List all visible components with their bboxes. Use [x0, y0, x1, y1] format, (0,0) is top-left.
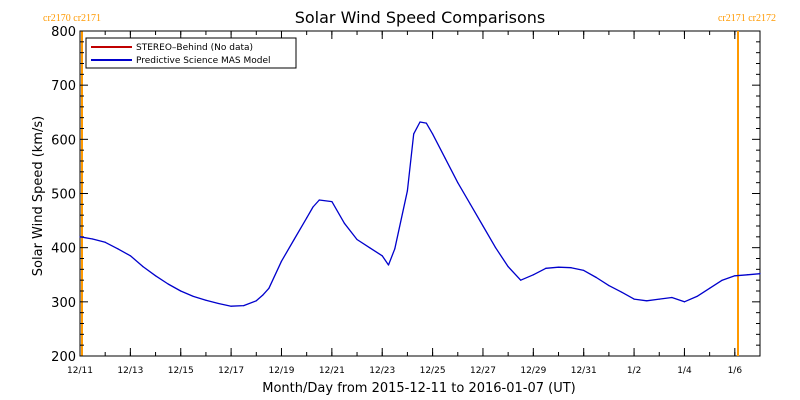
x-tick-label: 12/19: [269, 366, 295, 376]
data-point: [419, 121, 421, 123]
x-tick-label: 12/17: [218, 366, 244, 376]
data-point: [387, 264, 390, 266]
data-point: [129, 255, 131, 257]
data-point: [633, 298, 635, 300]
data-point: [91, 238, 94, 240]
data-point: [457, 182, 459, 184]
data-point: [444, 157, 446, 159]
x-tick-label: 12/23: [369, 366, 395, 376]
x-tick-label: 12/13: [117, 366, 143, 376]
data-point: [306, 217, 308, 219]
data-point: [658, 298, 660, 300]
data-point: [255, 300, 257, 302]
data-point: [79, 236, 81, 238]
data-point: [507, 266, 509, 268]
data-point: [356, 238, 358, 241]
legend: STEREO–Behind (No data) Predictive Scien…: [85, 37, 297, 69]
x-tick-label: 12/21: [319, 366, 345, 376]
data-point: [721, 279, 723, 281]
data-point: [217, 302, 220, 305]
data-point: [280, 260, 283, 262]
x-tick-label: 12/25: [420, 366, 446, 376]
corner-label-left: cr2170 cr2171: [43, 13, 101, 24]
x-tick-label: 12/27: [470, 366, 496, 376]
data-point: [583, 269, 585, 272]
data-point: [167, 283, 169, 285]
data-point: [431, 133, 434, 135]
data-point: [293, 238, 295, 241]
data-point: [520, 279, 522, 281]
data-point: [494, 247, 497, 249]
data-point: [104, 241, 106, 243]
y-tick-label: 300: [51, 296, 76, 311]
data-point: [557, 266, 560, 268]
chart-title: Solar Wind Speed Comparisons: [295, 8, 546, 27]
x-tick-label: 1/6: [728, 366, 743, 376]
y-tick-label: 600: [51, 133, 76, 148]
data-point: [406, 190, 409, 192]
data-point: [709, 287, 711, 289]
data-point: [425, 122, 427, 124]
data-point: [646, 300, 648, 302]
data-point: [469, 203, 471, 205]
y-tick-label: 800: [51, 25, 76, 40]
data-point: [261, 294, 264, 296]
legend-label-model: Predictive Science MAS Model: [136, 56, 271, 66]
data-point: [318, 199, 320, 201]
y-axis-label: Solar Wind Speed (km/s): [31, 116, 46, 276]
data-point: [545, 267, 547, 269]
data-point: [117, 248, 119, 250]
data-point: [734, 275, 736, 277]
data-point: [482, 225, 484, 227]
x-tick-label: 1/4: [677, 366, 692, 376]
data-point: [570, 267, 572, 269]
data-point: [180, 290, 182, 292]
data-point: [331, 201, 333, 203]
series-group: [79, 121, 761, 307]
marker-group: [81, 31, 739, 356]
data-point: [746, 274, 749, 276]
data-point: [532, 274, 534, 276]
data-point: [205, 299, 207, 301]
y-tick-label: 500: [51, 188, 76, 203]
plot-frame: [79, 30, 761, 357]
data-point: [759, 273, 761, 275]
data-point: [243, 305, 245, 307]
data-point: [268, 287, 270, 289]
y-axis: 200 300 400 500 600 700 800: [51, 25, 760, 365]
data-point: [142, 266, 144, 268]
y-tick-label: 700: [51, 79, 76, 94]
data-point: [312, 206, 314, 208]
data-point: [154, 275, 157, 277]
data-point: [381, 255, 383, 257]
data-point: [683, 301, 686, 303]
data-point: [230, 305, 232, 307]
corner-label-right: cr2171 cr2172: [718, 13, 776, 24]
data-point: [369, 247, 371, 249]
y-tick-label: 400: [51, 242, 76, 257]
legend-box: [85, 37, 297, 69]
data-point: [620, 291, 623, 293]
x-tick-label: 1/2: [627, 366, 641, 376]
data-point: [696, 295, 698, 298]
legend-label-stereo: STEREO–Behind (No data): [136, 43, 253, 53]
data-point: [394, 248, 396, 250]
x-axis-label: Month/Day from 2015-12-11 to 2016-01-07 …: [262, 381, 575, 396]
data-point: [608, 284, 610, 287]
data-point: [671, 296, 673, 299]
data-point: [192, 295, 194, 298]
x-tick-label: 12/15: [168, 366, 194, 376]
x-tick-label: 12/29: [520, 366, 546, 376]
data-point: [413, 133, 415, 135]
x-tick-label: 12/11: [67, 366, 93, 376]
data-point: [595, 276, 597, 279]
x-tick-label: 12/31: [571, 366, 597, 376]
y-tick-label: 200: [51, 350, 76, 365]
x-axis: 12/11 12/13 12/15 12/17 12/19 12/21 12/23 12/25…: [67, 31, 761, 376]
series-line-1: [79, 121, 761, 307]
data-point: [343, 222, 346, 224]
